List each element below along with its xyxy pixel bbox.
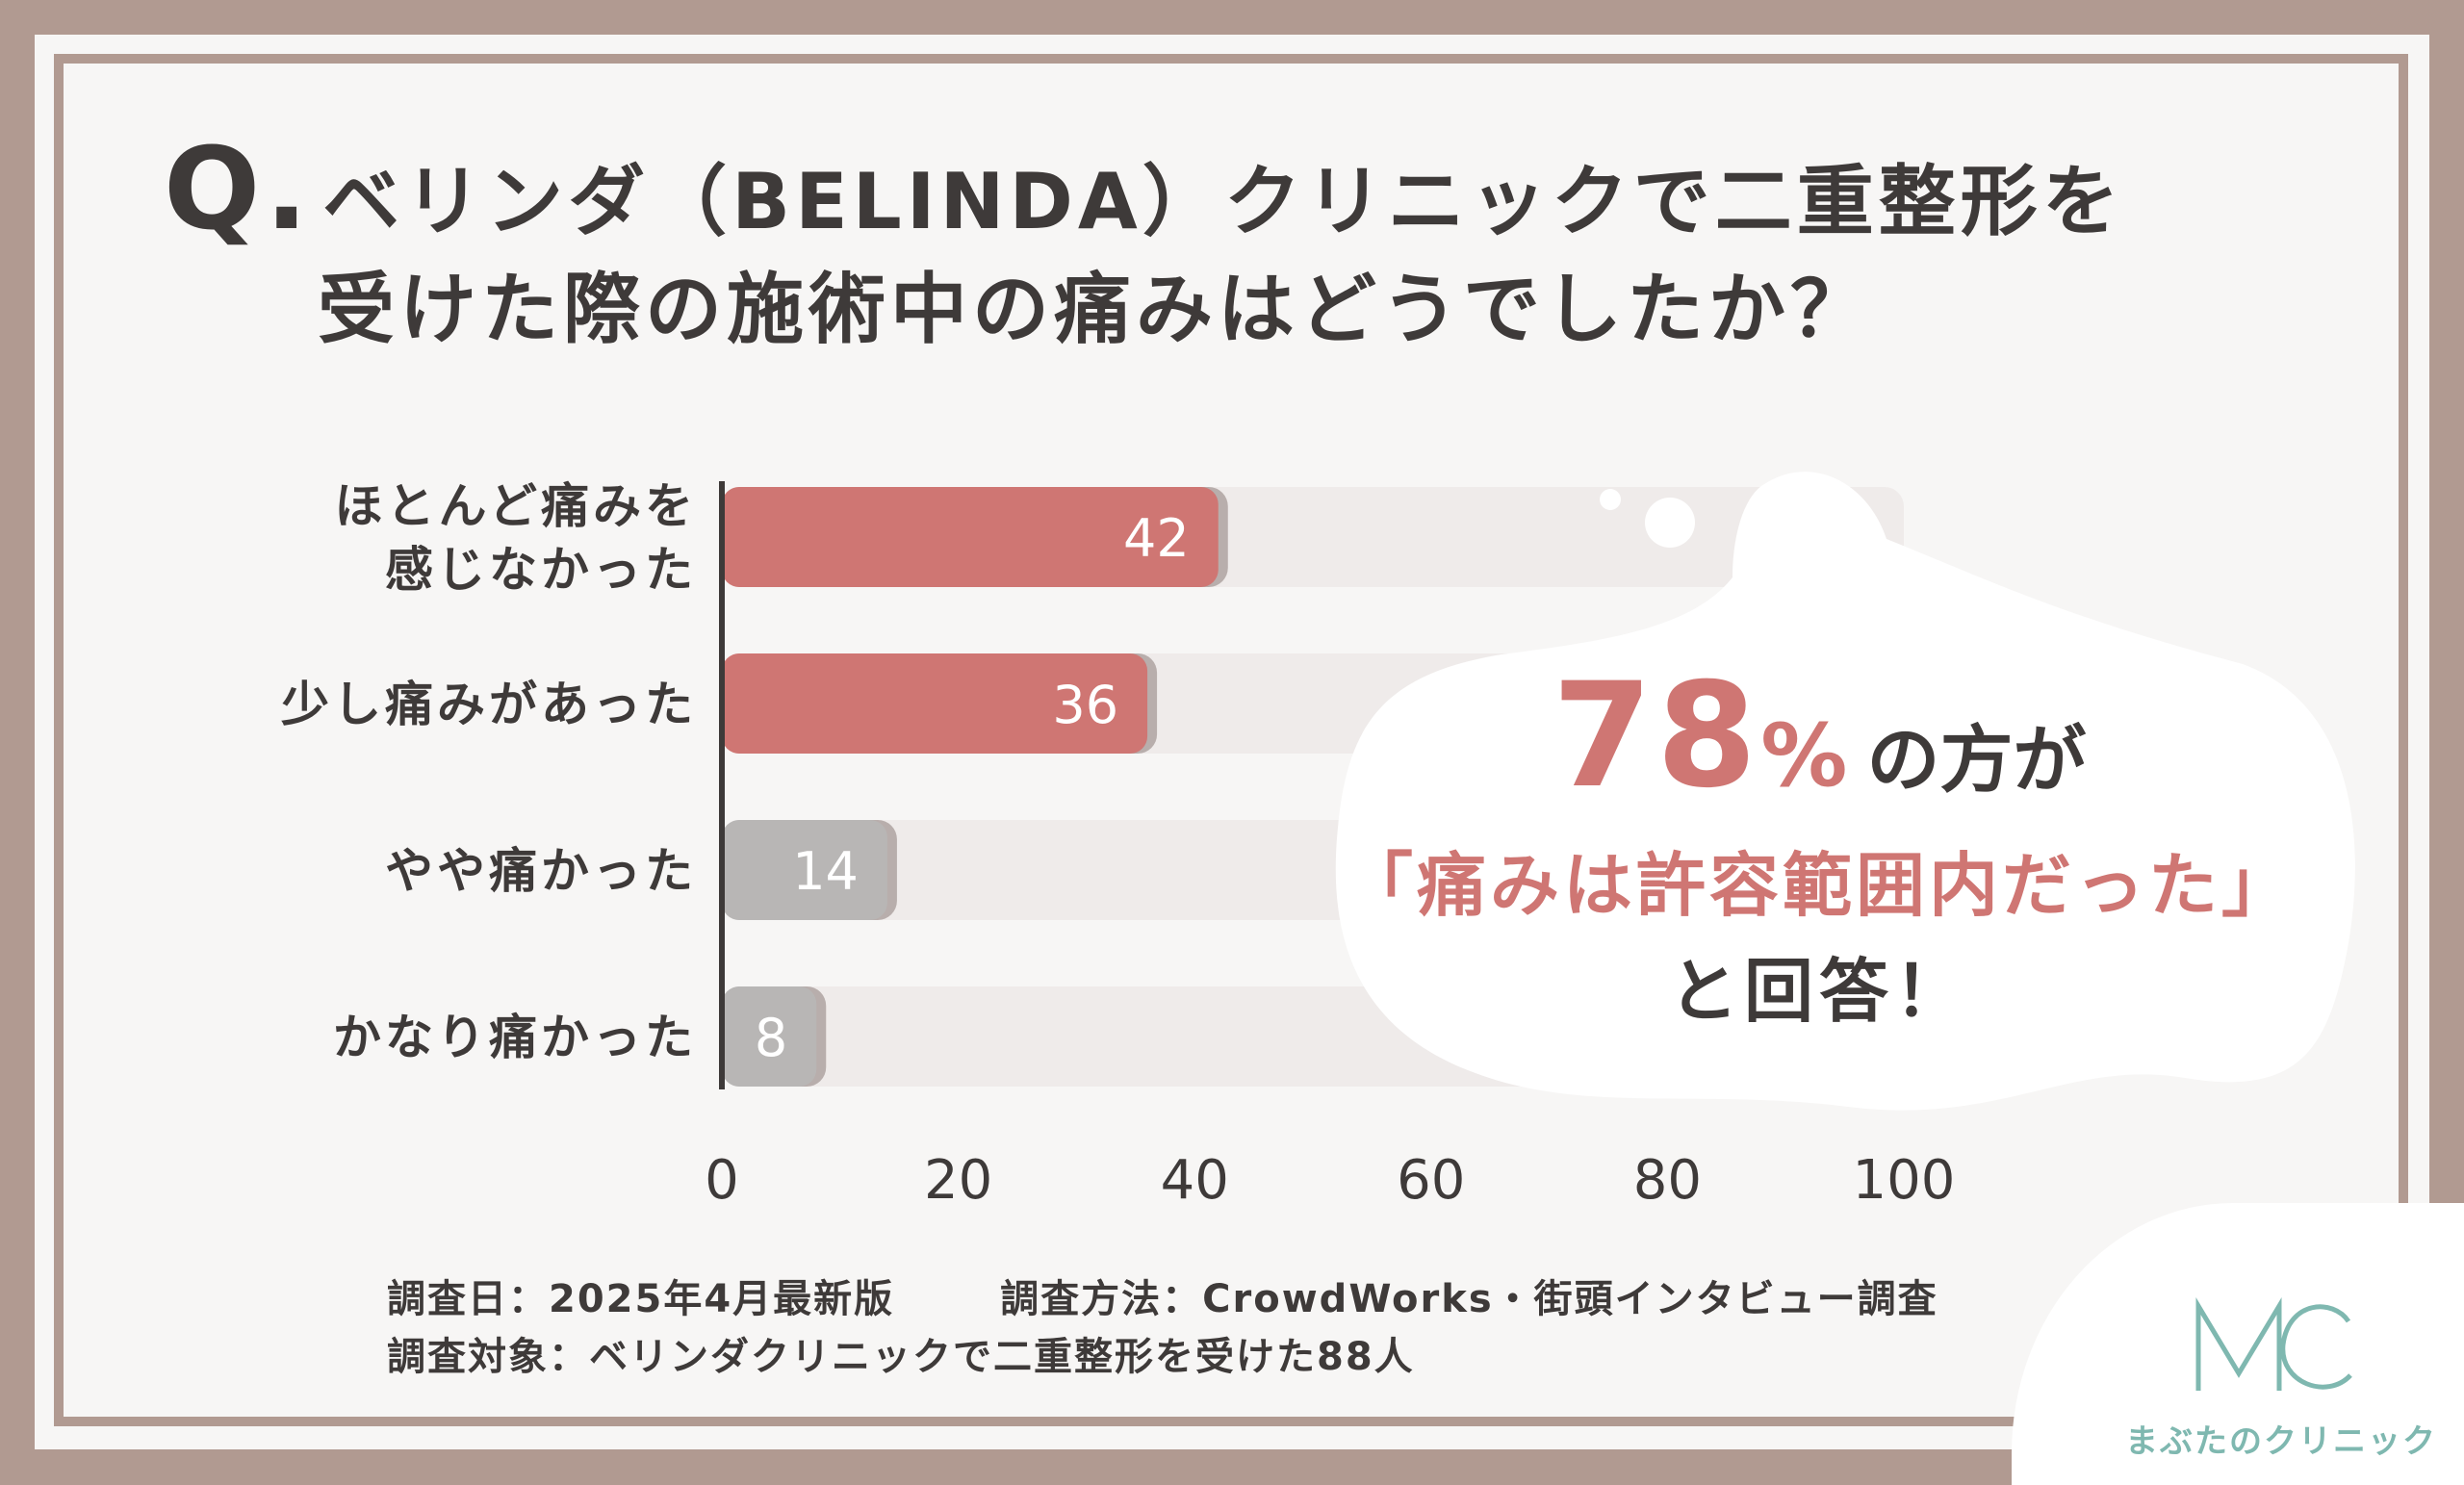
title-line-2: 受けた際の施術中の痛みはどうでしたか？ xyxy=(318,265,1872,354)
callout-percent: 78 xyxy=(1552,653,1761,820)
bar-value-label: 36 xyxy=(1052,675,1118,735)
x-tick-label: 60 xyxy=(1397,1149,1465,1212)
x-tick-label: 40 xyxy=(1161,1149,1229,1212)
bubble-dot-small xyxy=(1600,489,1621,510)
callout-line-2: 「痛みは許容範囲内だった」 xyxy=(1343,845,2295,926)
bar xyxy=(722,653,1148,754)
bar-value-label: 42 xyxy=(1123,508,1190,569)
question-mark: Q. xyxy=(164,122,314,255)
category-label: 少し痛みがあった xyxy=(281,677,697,732)
survey-date: 調査日：2025年4月最新版 xyxy=(387,1277,895,1321)
callout-line-1: 78% の方が xyxy=(1319,664,2320,832)
x-tick-label: 80 xyxy=(1633,1149,1702,1212)
survey-subject: 調査対象：ベリンダクリニックで二重整形を受けた88人 xyxy=(387,1335,1415,1379)
clinic-logo-icon xyxy=(2195,1296,2352,1391)
category-label: ほとんど痛みを xyxy=(335,478,698,534)
callout-line-3: と回答！ xyxy=(1668,951,1969,1032)
bar-value-label: 8 xyxy=(755,1008,787,1068)
callout-text: 78% の方が 「痛みは許容範囲内だった」 と回答！ xyxy=(1319,664,2320,1044)
callout-line-1-suffix: の方が xyxy=(1866,717,2087,803)
category-label: やや痛かった xyxy=(385,843,697,899)
x-tick-label: 0 xyxy=(705,1149,739,1212)
survey-footer: 調査日：2025年4月最新版 調査方法：CrowdWorks・街頭インタビュー調査… xyxy=(387,1270,1938,1386)
category-label: かなり痛かった xyxy=(333,1010,697,1065)
bar-value-label: 14 xyxy=(792,841,859,902)
inner-frame xyxy=(54,54,2408,1426)
callout-percent-unit: % xyxy=(1760,705,1848,807)
title-line-1: ベリンダ（BELINDA）クリニックで二重整形を xyxy=(322,157,2124,246)
x-tick-label: 100 xyxy=(1853,1149,1956,1212)
bar xyxy=(722,487,1219,587)
question-title: Q. ベリンダ（BELINDA）クリニックで二重整形を 受けた際の施術中の痛みはど… xyxy=(164,132,2329,364)
survey-method: 調査方法：CrowdWorks・街頭インタビュー調査 xyxy=(1000,1277,1938,1321)
bar xyxy=(722,986,817,1087)
bubble-dot-large xyxy=(1645,498,1695,548)
category-label: 感じなかった xyxy=(385,542,697,598)
bar xyxy=(722,820,887,920)
callout-bubble xyxy=(1335,472,2355,1111)
clinic-logo-name: まぶたのクリニック xyxy=(2125,1422,2437,1461)
x-tick-label: 20 xyxy=(924,1149,992,1212)
